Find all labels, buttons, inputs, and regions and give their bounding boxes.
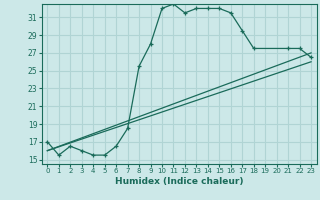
X-axis label: Humidex (Indice chaleur): Humidex (Indice chaleur) [115,177,244,186]
